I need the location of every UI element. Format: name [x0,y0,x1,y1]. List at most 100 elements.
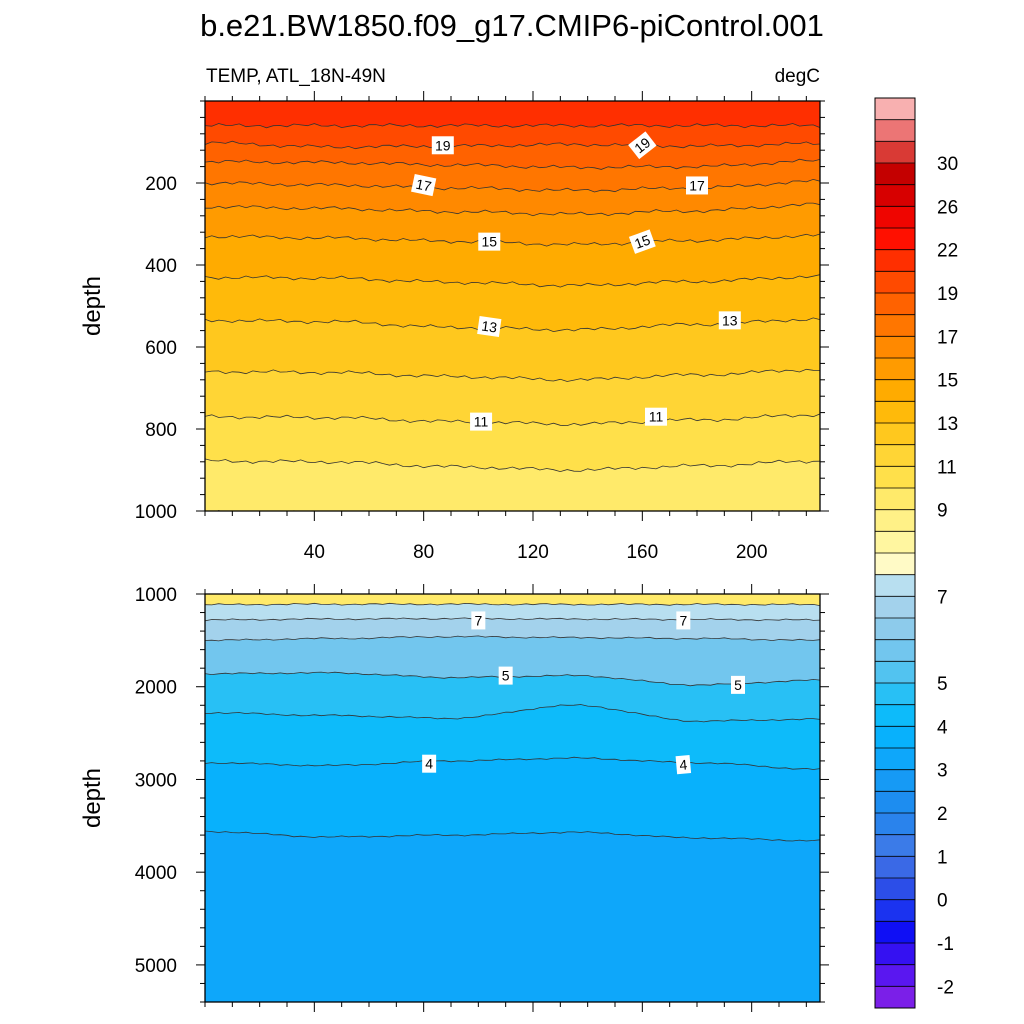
contour-line-4 [205,756,820,770]
colorbar-swatch [875,401,915,424]
colorbar-swatch [875,986,915,1009]
contour-label-text: 11 [649,409,664,425]
contour-line-18 [205,158,820,170]
colorbar-swatch [875,878,915,900]
colorbar-swatch [875,726,915,749]
contour-line-14 [205,274,820,288]
colorbar-swatch [875,206,915,229]
colorbar-swatch [875,184,915,207]
x-tick-label: 80 [413,542,434,563]
y-tick-label: 1000 [135,502,177,523]
contour-label: 15 [628,229,656,254]
contour-line-19 [205,140,820,150]
y-tick-label: 400 [145,256,177,277]
colorbar-swatch [875,856,915,879]
colorbar-swatch [875,466,915,489]
contour-line-3.5 [205,830,820,842]
colorbar-swatch [875,596,915,619]
colorbar-swatch [875,553,915,575]
colorbar-swatch [875,683,915,705]
y-tick-label: 800 [145,420,177,441]
contour-label: 13 [718,311,741,330]
colorbar-swatch [875,163,915,185]
x-tick-label: 200 [736,542,768,563]
contour-label: 7 [676,611,691,630]
contour-label-text: 13 [722,312,738,328]
colorbar-swatch [875,293,915,315]
colorbar-swatch [875,661,915,684]
contour-line-13 [205,317,820,333]
contour-line-17 [205,178,820,193]
contour-label: 17 [411,173,437,197]
colorbar-swatch [875,336,915,359]
colorbar-label: 11 [937,457,957,478]
y-tick-label: 200 [145,174,177,195]
variable-label: TEMP, ATL_18N-49N [206,66,386,87]
contour-line-6 [205,635,820,642]
contour-label-text: 17 [414,176,433,195]
colorbar-label: 0 [937,891,948,912]
colorbar-label: 13 [937,414,958,435]
colorbar-label: 9 [937,501,948,522]
colorbar-swatch [875,618,915,640]
colorbar-label: 22 [937,241,958,262]
y-tick-label: 600 [145,338,177,359]
contour-label: 4 [675,755,692,775]
colorbar-frame [874,97,916,1009]
y-tick-label: 1000 [135,585,177,606]
plot-frame [204,100,821,512]
contour-label-text: 17 [689,177,705,193]
colorbar-label: -1 [937,934,954,955]
colorbar-label: 26 [937,197,958,218]
colorbar-swatch [875,921,915,944]
colorbar-label: 5 [937,674,948,695]
colorbar-label: 7 [937,587,948,608]
colorbar-swatch [875,423,915,445]
colorbar-swatch [875,314,915,337]
contour-label-text: 19 [435,137,451,153]
contour-label-text: 15 [481,234,497,250]
contour-label-text: 13 [480,317,498,335]
upper-depth-panel: 19 19 17 17 15 15 13 13 11 11 200 400 600 800 1000 40 80… [79,91,829,563]
colorbar-swatch [875,271,915,294]
contour-label: 4 [422,754,437,773]
contour-line-10 [205,458,820,473]
colorbar-swatch [875,98,915,120]
figure-title: b.e21.BW1850.f09_g17.CMIP6-piControl.001 [200,8,824,43]
contour-label: 15 [478,232,501,251]
contour-label: 7 [471,611,486,630]
contour-label: 17 [686,176,708,195]
colorbar-swatch [875,834,915,857]
colorbar-swatch [875,899,915,922]
y-axis-label: depth [79,276,106,336]
y-axis-label: depth [79,768,106,828]
y-tick-label: 4000 [135,863,177,884]
lower-depth-panel: 7 7 5 5 4 4 1000 2000 3000 4000 5000 depth [79,584,829,1012]
colorbar-swatch [875,358,915,380]
contour-line-4.5 [205,704,820,723]
colorbar-swatch [875,964,915,987]
contour-band-below-3.5 [205,831,820,1002]
colorbar-swatch [875,791,915,814]
colorbar-swatch [875,379,915,402]
colorbar-swatch [875,748,915,770]
contour-band-below-10 [205,458,820,511]
contour-label-text: 15 [632,231,652,251]
contour-label-text: 4 [425,756,433,772]
contour-label-text: 7 [474,612,482,628]
colorbar-swatch [875,141,915,164]
y-tick-label: 5000 [135,956,177,977]
contour-label: 5 [498,666,513,685]
contour-label: 5 [731,675,745,694]
colorbar-label: 19 [937,284,958,305]
colorbar-swatch [875,639,915,662]
contour-label-text: 11 [474,414,489,430]
y-tick-label: 3000 [135,770,177,791]
contour-label-text: 4 [679,756,688,773]
colorbar-label: 17 [937,327,958,348]
colorbar-swatch [875,488,915,510]
contour-line-7.5 [205,602,820,606]
colorbar-swatch [875,444,915,467]
contour-line-16 [205,202,820,217]
colorbar-label: 3 [937,761,948,782]
